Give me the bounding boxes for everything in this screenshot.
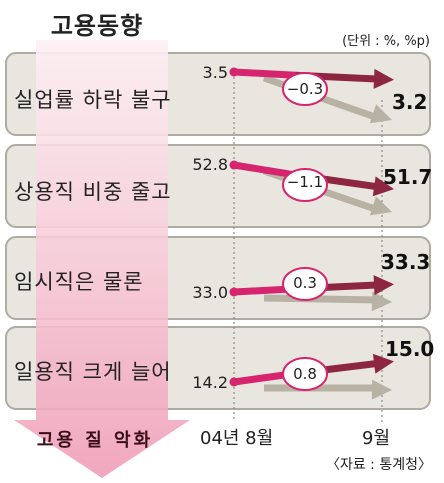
end-arrow-head [373, 275, 394, 296]
chart-marks [229, 67, 394, 400]
start-value-label: 14.2 [192, 373, 228, 392]
start-point [229, 160, 239, 170]
shadow-arrow-head [369, 104, 392, 124]
end-arrow-head [373, 68, 394, 89]
change-value-label: 0.8 [293, 365, 317, 383]
change-value-label: −0.3 [286, 80, 324, 98]
start-value-label: 3.5 [202, 63, 228, 82]
end-value-label: 51.7 [383, 165, 433, 189]
row-label: 실업률 하락 불구 [14, 88, 172, 112]
change-bubble [282, 357, 328, 391]
start-segment [230, 161, 300, 179]
x-tick-label: 04년 8월 [200, 428, 274, 449]
start-point [229, 67, 239, 77]
end-value-label: 33.3 [381, 250, 431, 274]
start-value-label: 33.0 [192, 283, 228, 302]
start-point [229, 377, 239, 387]
chart-title: 고용동향 [50, 12, 144, 40]
row-label: 일용직 크게 늘어 [14, 360, 172, 384]
change-value-label: 0.3 [293, 274, 317, 292]
row-label: 임시직은 물론 [14, 270, 144, 294]
shadow-arrow-head [371, 291, 392, 312]
start-value-label: 52.8 [192, 155, 228, 174]
row-label: 상용직 비중 줄고 [14, 180, 172, 204]
unit-note: (단위 : %, %p) [342, 34, 430, 49]
change-bubble [282, 72, 328, 106]
start-segment [230, 68, 300, 79]
shadow-arrow-line [263, 294, 379, 304]
end-value-label: 3.2 [392, 90, 428, 114]
start-point [229, 287, 239, 297]
change-bubble [282, 168, 328, 202]
change-bubble [282, 267, 328, 301]
trend-arrow-label: 고용 질 악화 [36, 430, 154, 451]
shadow-arrow-head [371, 379, 392, 400]
source-note: 〈자료 : 통계청〉 [325, 457, 432, 473]
end-value-label: 15.0 [385, 337, 435, 361]
trend-arrow [14, 40, 190, 478]
end-arrow-head [372, 353, 394, 374]
change-value-label: −1.1 [286, 173, 324, 191]
end-arrow-head [372, 176, 394, 197]
shadow-arrow-head [369, 196, 392, 216]
x-tick-label: 9월 [362, 428, 391, 449]
